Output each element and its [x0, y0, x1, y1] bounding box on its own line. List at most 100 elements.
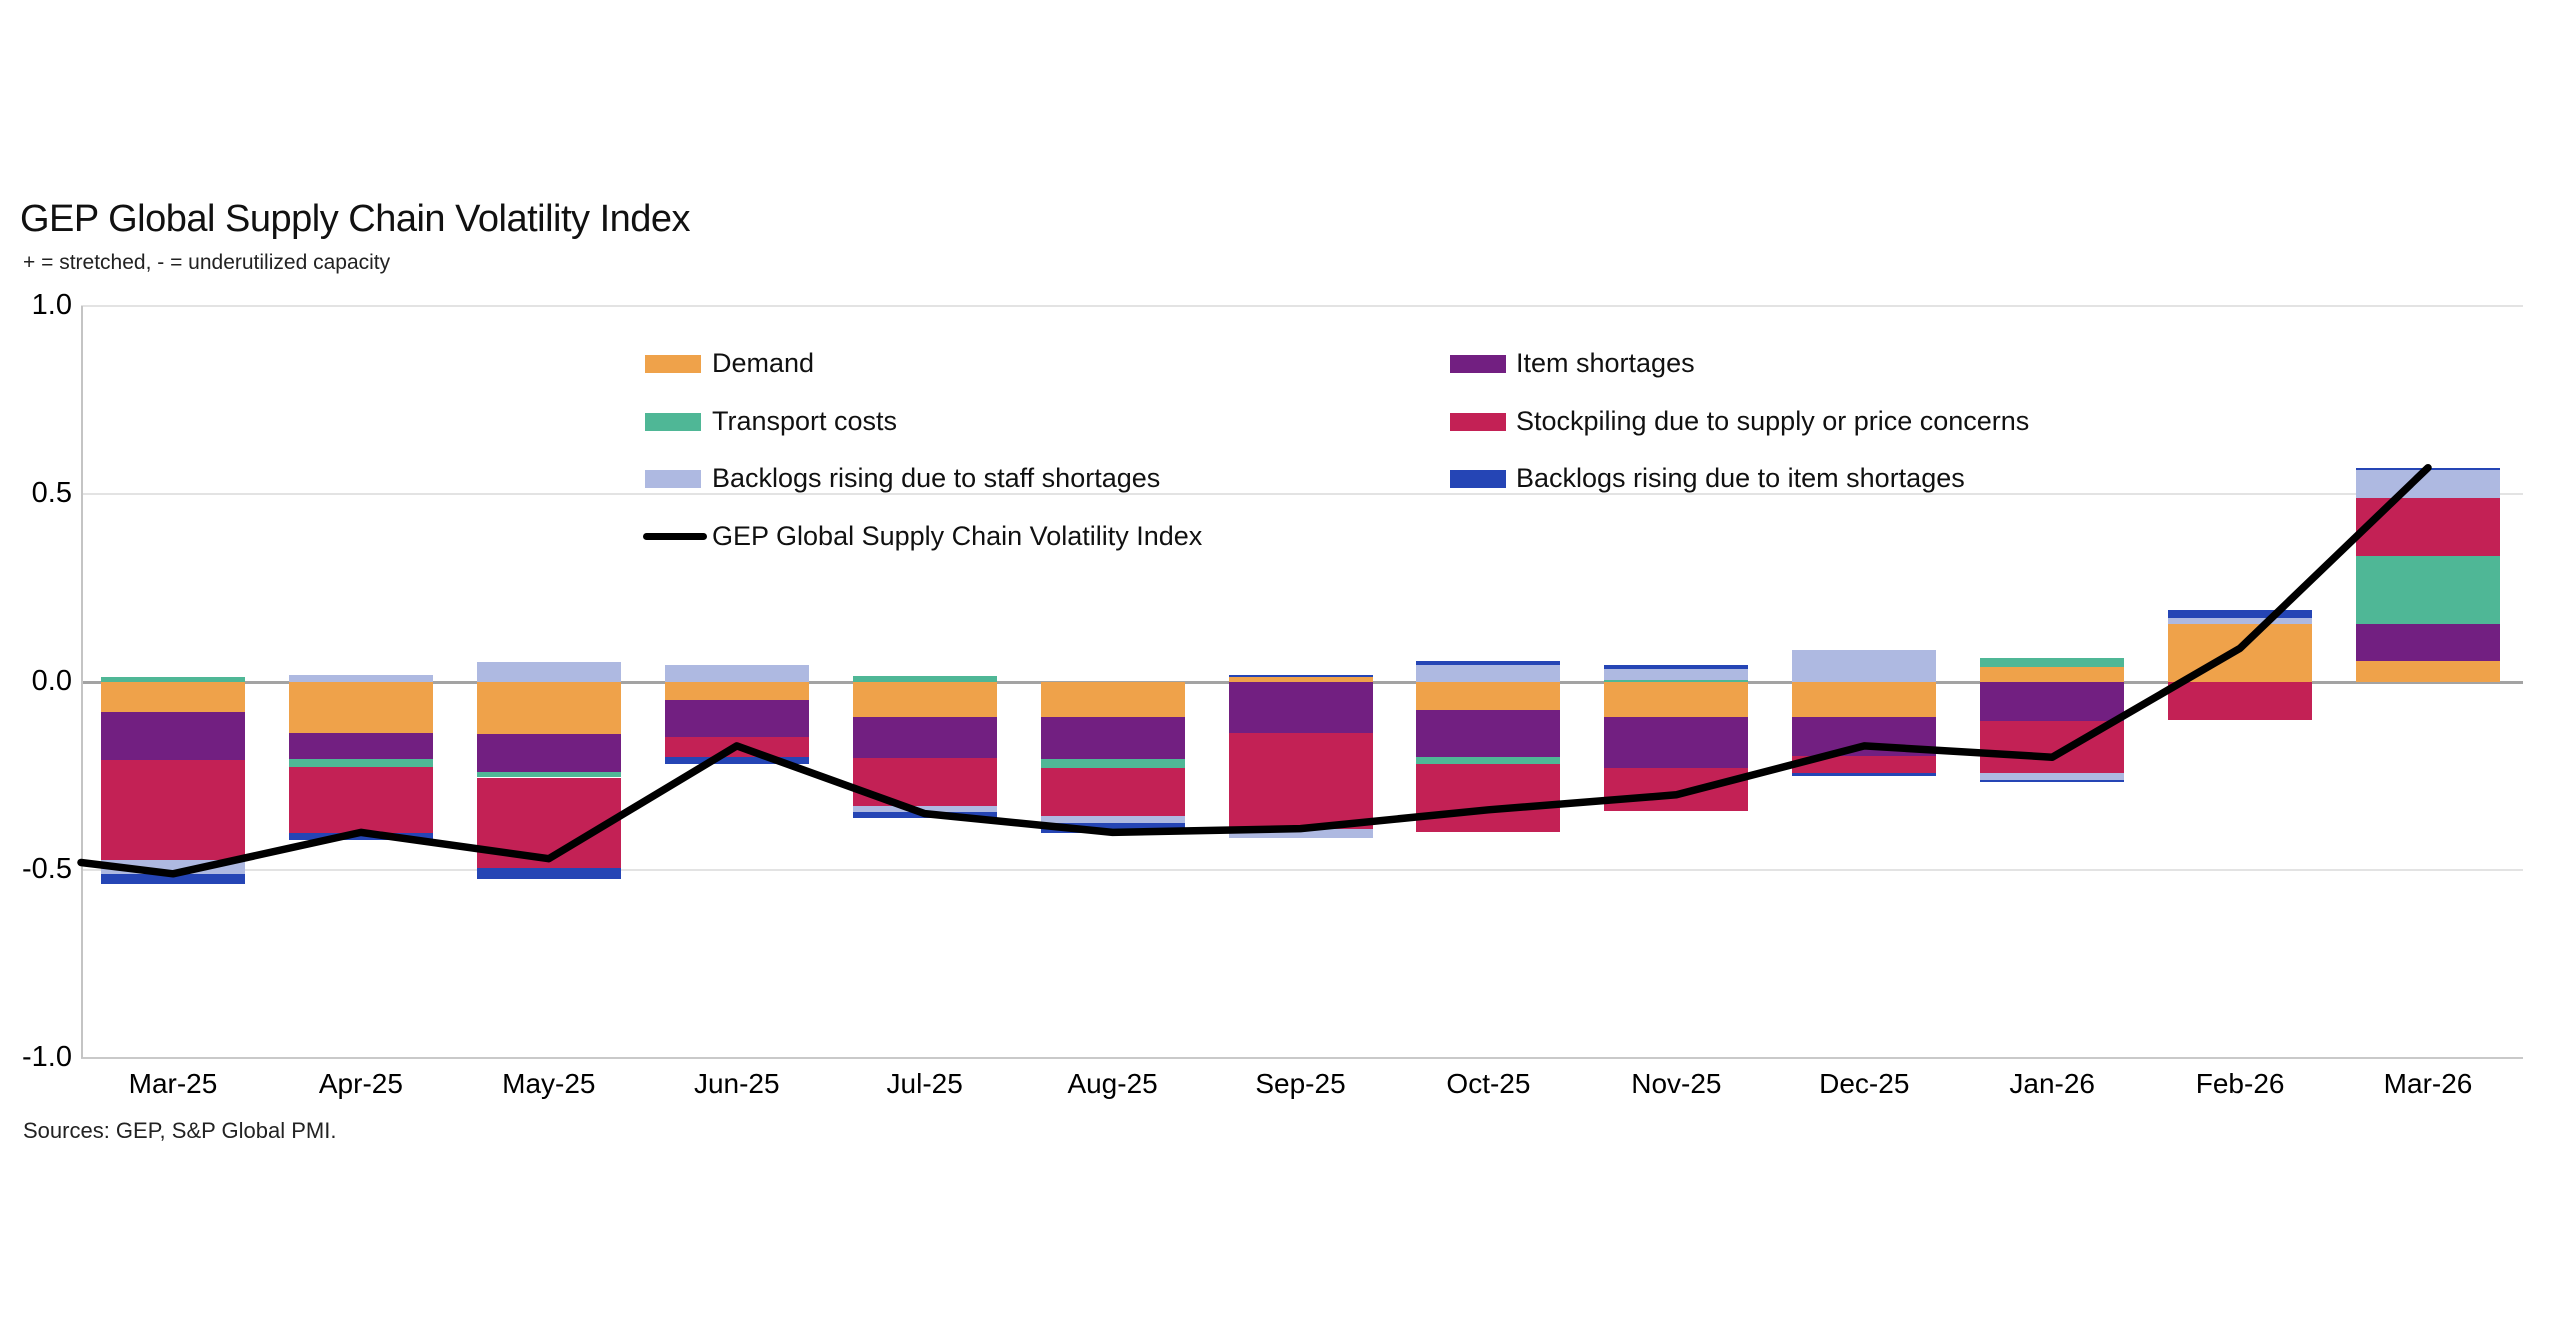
bar-segment-staff_backlogs-May-25 — [476, 662, 621, 682]
bar-segment-item_shortages-Jul-25 — [852, 716, 997, 758]
x-axis-tick-Oct-25: Oct-25 — [1446, 1068, 1531, 1099]
y-axis-tick--0.5: -0.5 — [22, 853, 72, 885]
bar-segment-transport-Jan-26 — [1980, 658, 2125, 667]
bar-segment-item_backlogs-Nov-25 — [1604, 665, 1749, 669]
legend-index-line-swatch — [643, 533, 707, 540]
legend-label-item_backlogs: Backlogs rising due to item shortages — [1516, 463, 1965, 493]
bar-segment-stockpiling-Mar-26 — [2356, 497, 2501, 557]
bar-segment-item_backlogs-Feb-26 — [2168, 609, 2313, 618]
legend-label-stockpiling: Stockpiling due to supply or price conce… — [1516, 406, 2030, 436]
x-axis-tick-Feb-26: Feb-26 — [2195, 1068, 2285, 1099]
bar-segment-item_backlogs-Jun-25 — [664, 757, 809, 764]
bar-segment-staff_backlogs-Aug-25 — [1040, 816, 1185, 823]
bar-segment-item_backlogs-Mar-26 — [2356, 468, 2501, 471]
x-axis-tick-Jun-25: Jun-25 — [693, 1068, 780, 1099]
bar-segment-staff_backlogs-Feb-26 — [2168, 617, 2313, 624]
bar-segment-demand-Jan-26 — [1980, 666, 2125, 682]
bar-segment-item_backlogs-Jul-25 — [852, 811, 997, 819]
x-axis-tick-Mar-26: Mar-26 — [2383, 1068, 2473, 1099]
bar-segment-demand-Dec-25 — [1792, 682, 1937, 717]
x-axis-tick-May-25: May-25 — [502, 1068, 596, 1099]
bar-segment-stockpiling-Sep-25 — [1228, 733, 1373, 829]
legend-swatch-item_backlogs — [1450, 470, 1506, 488]
legend-label-staff_backlogs: Backlogs rising due to staff shortages — [712, 463, 1161, 493]
bar-segment-stockpiling-Jul-25 — [852, 757, 997, 807]
y-axis-tick-0.0: 0.0 — [31, 665, 72, 697]
bar-segment-stockpiling-Dec-25 — [1792, 756, 1937, 774]
bar-segment-staff_backlogs-Nov-25 — [1604, 668, 1749, 680]
bar-segment-item_shortages-Nov-25 — [1604, 717, 1749, 768]
bar-segment-staff_backlogs-Oct-25 — [1416, 664, 1561, 682]
bar-segment-demand-Apr-25 — [288, 682, 433, 734]
bar-segment-stockpiling-Mar-25 — [101, 760, 245, 860]
y-axis-tick--1.0: -1.0 — [22, 1041, 72, 1073]
y-axis-tick-0.5: 0.5 — [31, 477, 72, 509]
bar-segment-transport-Mar-26 — [2356, 556, 2501, 625]
bar-segment-demand-May-25 — [476, 682, 621, 735]
legend-label-transport: Transport costs — [712, 406, 898, 436]
legend-label-demand: Demand — [712, 348, 815, 378]
bar-segment-item_backlogs-Dec-25 — [1792, 773, 1937, 777]
x-axis-tick-Dec-25: Dec-25 — [1819, 1068, 1910, 1099]
y-axis-tick-1.0: 1.0 — [31, 289, 72, 321]
bar-segment-item_backlogs-Apr-25 — [288, 832, 433, 840]
bar-segment-item_shortages-Mar-26 — [2356, 624, 2501, 662]
bar-segment-stockpiling-Apr-25 — [288, 766, 433, 833]
bar-segment-staff_backlogs-Sep-25 — [1228, 829, 1373, 838]
bar-segment-item_shortages-Dec-25 — [1792, 716, 1937, 757]
bar-segment-staff_backlogs-Apr-25 — [288, 675, 433, 682]
bar-segment-demand-Jun-25 — [664, 682, 809, 701]
bar-segment-demand-Mar-26 — [2356, 661, 2501, 682]
x-axis-tick-Mar-25: Mar-25 — [128, 1068, 218, 1099]
legend-swatch-item_shortages — [1450, 355, 1506, 373]
bar-segment-demand-Oct-25 — [1416, 682, 1561, 711]
bar-segment-item_backlogs-Aug-25 — [1040, 823, 1185, 833]
gridline--0.5 — [81, 869, 2523, 871]
bar-segment-item_shortages-Jan-26 — [1980, 682, 2125, 721]
x-axis-tick-Jan-26: Jan-26 — [2009, 1068, 2095, 1099]
bar-segment-item_backlogs-May-25 — [476, 867, 621, 879]
bar-segment-stockpiling-Feb-26 — [2168, 682, 2313, 720]
bar-segment-item_shortages-Oct-25 — [1416, 710, 1561, 758]
bar-segment-item_shortages-Aug-25 — [1040, 716, 1185, 760]
legend-label-index-line: GEP Global Supply Chain Volatility Index — [712, 521, 1203, 551]
legend-swatch-transport — [645, 413, 701, 431]
bar-segment-staff_backlogs-Jun-25 — [664, 665, 809, 682]
bar-segment-stockpiling-Jan-26 — [1980, 720, 2125, 773]
bar-segment-item_shortages-Apr-25 — [288, 733, 433, 760]
bar-segment-item_shortages-Jun-25 — [664, 700, 809, 737]
chart-title: GEP Global Supply Chain Volatility Index — [20, 198, 691, 240]
bar-segment-staff_backlogs-Jan-26 — [1980, 772, 2125, 781]
bar-segment-stockpiling-May-25 — [476, 777, 621, 868]
gridline--1.0 — [81, 1057, 2523, 1059]
bar-segment-demand-Nov-25 — [1604, 682, 1749, 718]
bar-segment-stockpiling-Nov-25 — [1604, 767, 1749, 811]
bar-segment-stockpiling-Oct-25 — [1416, 763, 1561, 832]
gridline-1.0 — [81, 305, 2523, 307]
x-axis-tick-Sep-25: Sep-25 — [1255, 1068, 1346, 1099]
bar-segment-item_shortages-Sep-25 — [1228, 682, 1373, 734]
chart-subtitle: + = stretched, - = underutilized capacit… — [23, 251, 391, 274]
bar-segment-item_backlogs-Oct-25 — [1416, 660, 1561, 665]
bar-segment-transport-Aug-25 — [1040, 759, 1185, 769]
bar-segment-staff_backlogs-Mar-25 — [101, 859, 245, 875]
bar-segment-demand-Jul-25 — [852, 682, 997, 717]
legend-swatch-staff_backlogs — [645, 470, 701, 488]
bar-segment-demand-Mar-25 — [101, 682, 245, 713]
x-axis-tick-Jul-25: Jul-25 — [886, 1068, 963, 1099]
legend-label-item_shortages: Item shortages — [1516, 348, 1695, 378]
x-axis-tick-Aug-25: Aug-25 — [1067, 1068, 1158, 1099]
bar-segment-item_backlogs-Jan-26 — [1980, 780, 2125, 783]
bar-segment-demand-Aug-25 — [1040, 682, 1185, 717]
bar-segment-stockpiling-Jun-25 — [664, 736, 809, 758]
bar-segment-transport-Apr-25 — [288, 759, 433, 767]
bar-segment-item_shortages-Mar-25 — [101, 712, 245, 761]
bar-segment-demand-Feb-26 — [2168, 623, 2313, 682]
y-axis-line — [81, 306, 83, 1058]
source-note: Sources: GEP, S&P Global PMI. — [23, 1118, 337, 1143]
bar-segment-stockpiling-Aug-25 — [1040, 768, 1185, 817]
x-axis-tick-Nov-25: Nov-25 — [1631, 1068, 1722, 1099]
x-axis-tick-Apr-25: Apr-25 — [318, 1068, 403, 1099]
bar-segment-transport-Jul-25 — [852, 675, 997, 682]
